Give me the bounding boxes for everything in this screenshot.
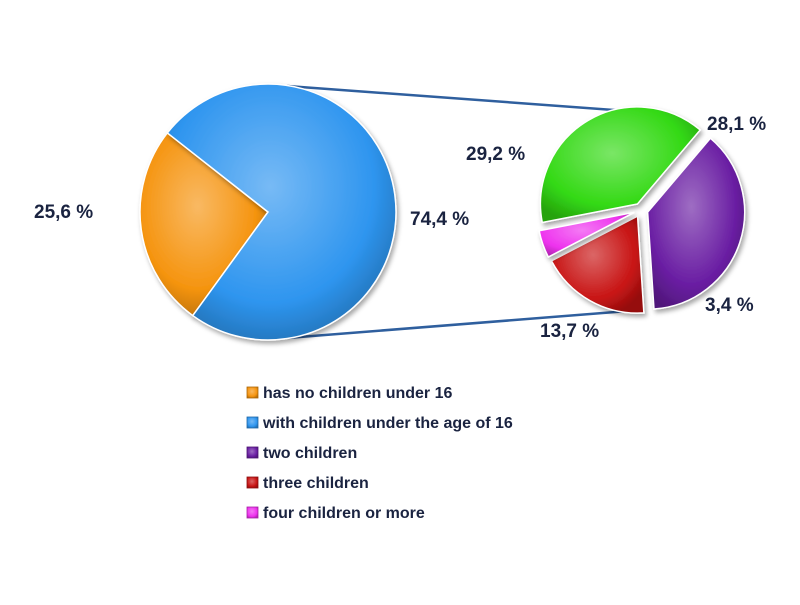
detail-pie-slice-1 [539, 106, 702, 224]
connector-line-top [286, 84, 642, 114]
detail-pie-slice-2 [646, 137, 746, 310]
legend-swatch [246, 446, 259, 459]
data-label: 28,1 % [707, 114, 766, 135]
legend-item: three children [246, 475, 369, 492]
main-pie-slice-1 [139, 131, 270, 317]
legend-swatch [246, 506, 259, 519]
legend-swatch [246, 476, 259, 489]
detail-pie [538, 106, 746, 314]
legend-swatch [246, 386, 259, 399]
detail-pie-slice-3 [550, 214, 645, 314]
data-label: 3,4 % [705, 295, 754, 316]
data-labels: 25,6 % 74,4 % 29,2 % 28,1 % 13,7 % 3,4 % [34, 114, 766, 342]
data-label: 13,7 % [540, 321, 599, 342]
legend-label: with children under the age of 16 [262, 415, 513, 432]
connector-line-bottom [286, 308, 642, 340]
detail-pie-slice-4 [538, 211, 635, 259]
legend-swatch [246, 416, 259, 429]
data-label: 29,2 % [466, 144, 525, 165]
data-label: 25,6 % [34, 202, 93, 223]
legend-label: has no children under 16 [263, 385, 452, 402]
legend-label: three children [263, 475, 369, 492]
connector-lines [286, 84, 642, 340]
legend-item: with children under the age of 16 [246, 415, 513, 432]
main-pie-slice-2 [166, 83, 397, 341]
legend-item: two children [246, 445, 357, 462]
legend-label: two children [263, 445, 357, 462]
legend: has no children under 16 with children un… [246, 385, 513, 522]
main-pie [139, 83, 397, 341]
legend-item: four children or more [246, 505, 425, 522]
legend-item: has no children under 16 [246, 385, 452, 402]
data-label: 74,4 % [410, 209, 469, 230]
legend-label: four children or more [263, 505, 425, 522]
